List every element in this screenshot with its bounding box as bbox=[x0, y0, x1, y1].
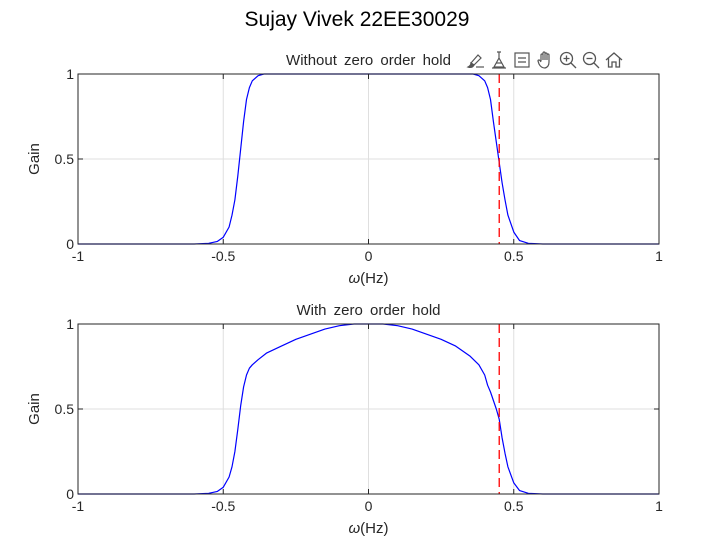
x-tick-label: -0.5 bbox=[211, 498, 235, 514]
pan-hand-icon[interactable] bbox=[533, 48, 556, 72]
y-tick-label: 0 bbox=[66, 486, 74, 502]
x-axis-label-symbol: ω bbox=[348, 520, 360, 537]
brush-icon[interactable] bbox=[464, 48, 487, 72]
x-tick-label: 1 bbox=[655, 248, 663, 264]
axes-title: Without zero order hold bbox=[286, 52, 451, 69]
axes-top-plot[interactable]: -1 -0.5 0 0.5 1 0 0.5 1 Without zero order hold ω… bbox=[26, 52, 663, 287]
axes-bottom-plot[interactable]: -1 -0.5 0 0.5 1 0 0.5 1 With zero order hold ω(Hz… bbox=[26, 302, 663, 537]
x-axis-label: ω(Hz) bbox=[348, 270, 388, 287]
home-icon[interactable] bbox=[602, 48, 625, 72]
y-tick-label: 1 bbox=[66, 316, 74, 332]
zoom-out-icon[interactable] bbox=[579, 48, 602, 72]
zoom-in-icon[interactable] bbox=[556, 48, 579, 72]
x-tick-label: 1 bbox=[655, 498, 663, 514]
figure-title: Sujay Vivek 22EE30029 bbox=[245, 8, 470, 31]
data-tips-icon[interactable] bbox=[487, 48, 510, 72]
x-axis-label: ω(Hz) bbox=[348, 520, 388, 537]
x-axis-label-symbol: ω bbox=[348, 270, 360, 287]
y-tick-label: 1 bbox=[66, 66, 74, 82]
y-axis-label: Gain bbox=[26, 393, 43, 425]
y-tick-label: 0.5 bbox=[55, 151, 75, 167]
x-tick-label: 0.5 bbox=[504, 498, 524, 514]
x-tick-label: 0 bbox=[365, 248, 373, 264]
x-tick-label: -1 bbox=[72, 248, 85, 264]
y-tick-label: 0 bbox=[66, 236, 74, 252]
x-tick-label: -0.5 bbox=[211, 248, 235, 264]
x-tick-label: 0 bbox=[365, 498, 373, 514]
y-axis-label: Gain bbox=[26, 143, 43, 175]
axes-toolbar bbox=[462, 47, 627, 73]
axes-title: With zero order hold bbox=[296, 302, 440, 319]
y-tick-label: 0.5 bbox=[55, 401, 75, 417]
x-axis-label-unit: (Hz) bbox=[360, 270, 388, 287]
x-tick-label: 0.5 bbox=[504, 248, 524, 264]
x-tick-label: -1 bbox=[72, 498, 85, 514]
x-axis-label-unit: (Hz) bbox=[360, 520, 388, 537]
legend-icon[interactable] bbox=[510, 48, 533, 72]
